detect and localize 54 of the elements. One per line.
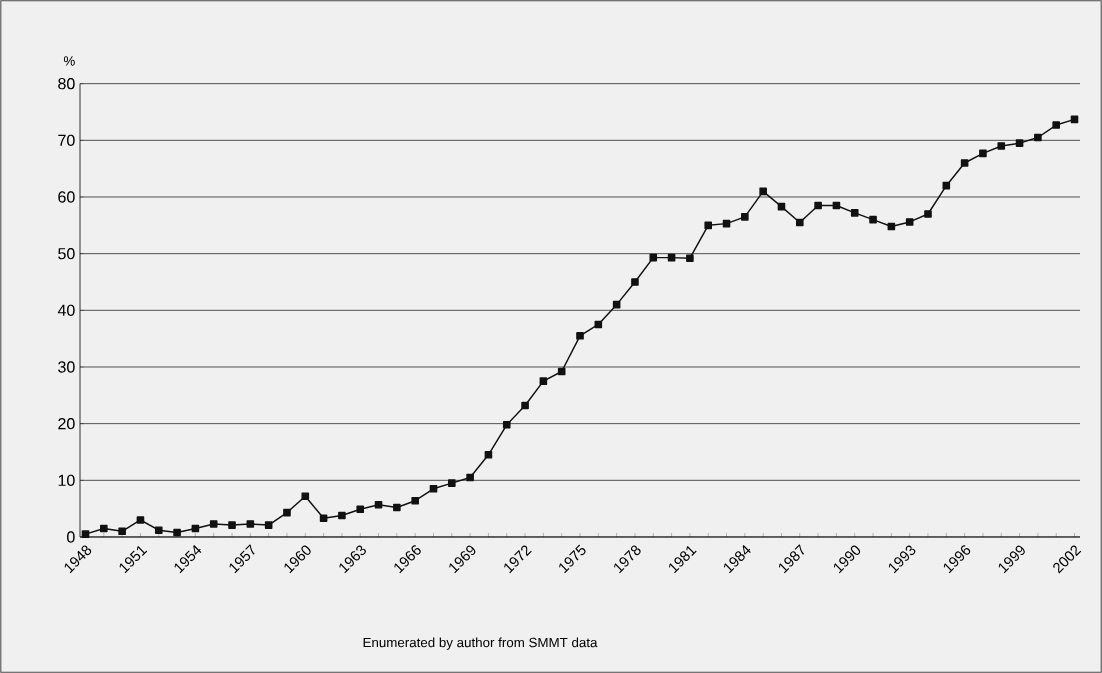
- y-tick-label: 30: [58, 361, 75, 373]
- point: [393, 503, 401, 512]
- y-axis-title: %: [63, 56, 75, 66]
- point: [521, 401, 529, 410]
- y-tick-label: 70: [58, 134, 75, 146]
- point: [228, 521, 236, 529]
- point: [924, 210, 932, 218]
- point: [686, 254, 694, 262]
- point: [759, 187, 767, 196]
- point: [283, 508, 291, 517]
- point: [1015, 139, 1024, 147]
- point: [81, 530, 90, 538]
- point: [704, 221, 713, 230]
- point: [1034, 133, 1042, 142]
- point: [741, 213, 749, 221]
- point: [502, 420, 511, 429]
- point: [960, 159, 969, 167]
- point: [539, 377, 548, 385]
- point: [869, 215, 877, 224]
- y-tick-label: 80: [58, 78, 75, 90]
- point: [154, 526, 163, 534]
- y-tick-label: 20: [58, 418, 75, 430]
- y-tick-label: 10: [58, 474, 75, 486]
- point: [649, 253, 658, 262]
- point: [118, 527, 126, 536]
- point: [429, 485, 438, 493]
- y-tick-label: 0: [67, 531, 75, 543]
- y-tick-label: 60: [58, 191, 75, 203]
- point: [979, 149, 987, 158]
- point: [100, 524, 108, 533]
- point: [319, 514, 328, 523]
- point: [631, 278, 639, 286]
- point: [338, 511, 346, 520]
- point: [814, 201, 822, 210]
- point: [301, 492, 310, 500]
- point: [484, 451, 493, 459]
- y-tick-label: 50: [58, 248, 75, 260]
- point: [356, 505, 365, 514]
- point: [466, 473, 474, 482]
- y-tick-label: 40: [57, 304, 75, 316]
- point: [246, 520, 255, 528]
- point: [209, 520, 218, 528]
- point: [173, 528, 181, 537]
- point: [795, 218, 804, 227]
- point: [997, 142, 1006, 150]
- text: Enumerated by author from SMMT data: [363, 637, 598, 650]
- point: [448, 479, 456, 487]
- point: [850, 209, 859, 217]
- point: [136, 516, 145, 524]
- point: [576, 332, 584, 340]
- point: [264, 521, 273, 529]
- point: [411, 496, 419, 505]
- point: [1052, 121, 1060, 129]
- point: [905, 218, 914, 226]
